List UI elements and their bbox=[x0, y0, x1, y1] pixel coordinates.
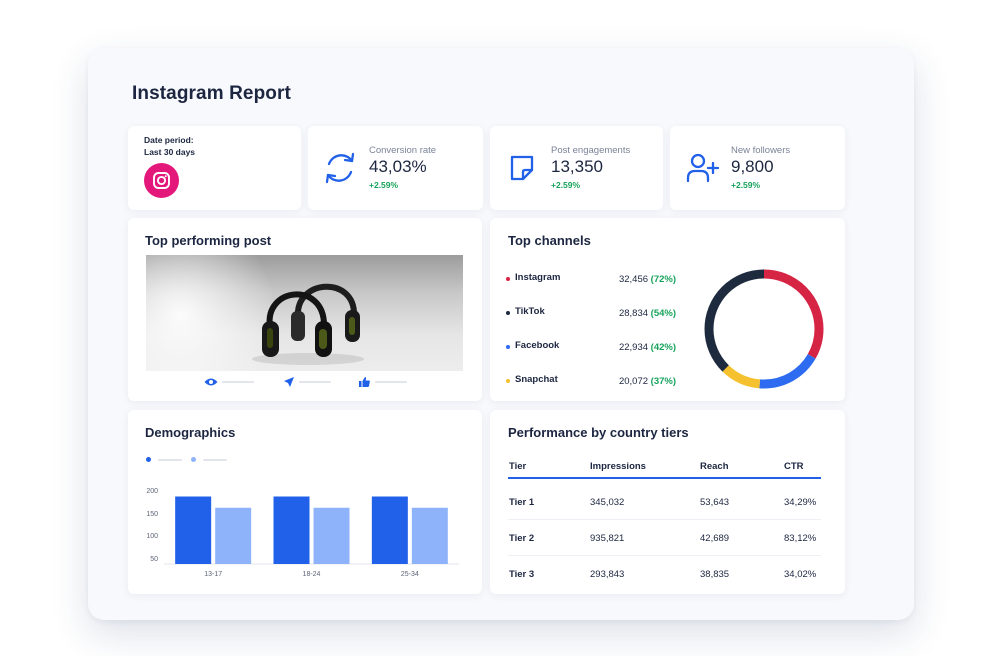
card-title: Performance by country tiers bbox=[508, 425, 689, 440]
channel-name: Instagram bbox=[515, 272, 561, 283]
table-cell: 345,032 bbox=[590, 497, 625, 508]
legend-label-series-2 bbox=[203, 459, 227, 461]
headphones-photo[interactable] bbox=[146, 255, 463, 371]
table-cell: 935,821 bbox=[590, 533, 625, 544]
table-cell: 83,12% bbox=[784, 533, 817, 544]
header-underline bbox=[508, 477, 821, 479]
bar-13-17-series-1[interactable] bbox=[175, 496, 212, 565]
channel-value: 28,834 (54%) bbox=[618, 308, 676, 319]
table-cell: 53,643 bbox=[700, 497, 730, 508]
table-cell: 42,689 bbox=[700, 533, 730, 544]
column-header-impressions[interactable]: Impressions bbox=[590, 461, 646, 472]
channel-name: Facebook bbox=[515, 340, 560, 351]
kpi-delta: +2.59% bbox=[551, 180, 581, 190]
bar-25-34-series-2[interactable] bbox=[411, 507, 448, 564]
sticky-note-icon bbox=[504, 150, 540, 186]
column-header-reach[interactable]: Reach bbox=[700, 461, 729, 472]
demographics-card: Demographics 200 150 100 50 13-17 18-24 25-34 bbox=[128, 410, 482, 594]
y-tick-label: 100 bbox=[146, 533, 158, 540]
add-user-icon bbox=[684, 150, 720, 186]
legend-dot-series-2 bbox=[191, 457, 196, 462]
bar-18-24-series-1[interactable] bbox=[273, 496, 310, 565]
top-post-card: Top performing post bbox=[128, 218, 482, 401]
table-cell: 34,02% bbox=[784, 569, 817, 580]
demographics-bar-chart: 200 150 100 50 13-17 18-24 25-34 bbox=[144, 486, 464, 584]
table-cell: Tier 3 bbox=[509, 569, 535, 580]
date-period-value: Last 30 days bbox=[144, 147, 196, 157]
tiktok-dot-icon bbox=[506, 311, 510, 315]
channel-row: Snapchat 20,072 (37%) bbox=[506, 374, 676, 390]
donut-segment-facebook bbox=[704, 269, 824, 389]
x-tick-label: 25-34 bbox=[400, 571, 419, 578]
bar-25-34-series-1[interactable] bbox=[371, 496, 408, 565]
instagram-dot-icon bbox=[506, 277, 510, 281]
page-title: Instagram Report bbox=[132, 83, 291, 104]
country-tiers-card: Performance by country tiers Tier Impres… bbox=[490, 410, 845, 594]
card-title: Demographics bbox=[145, 425, 236, 440]
instagram-icon bbox=[144, 163, 179, 198]
kpi-label: New followers bbox=[731, 145, 791, 156]
channels-donut-chart bbox=[704, 269, 824, 389]
kpi-value: 43,03% bbox=[369, 157, 427, 176]
bar-13-17-series-2[interactable] bbox=[215, 507, 252, 564]
kpi-label: Conversion rate bbox=[369, 145, 437, 156]
table-cell: 34,29% bbox=[784, 497, 817, 508]
table-cell: Tier 2 bbox=[509, 533, 535, 544]
column-header-tier[interactable]: Tier bbox=[509, 461, 527, 472]
card-title: Top performing post bbox=[145, 233, 272, 248]
kpi-delta: +2.59% bbox=[369, 180, 399, 190]
y-tick-label: 50 bbox=[150, 555, 158, 563]
kpi-card-new-followers: New followers 9,800 +2.59% bbox=[670, 126, 845, 210]
kpi-value: 9,800 bbox=[731, 157, 774, 176]
refresh-icon bbox=[322, 150, 358, 186]
eye-icon bbox=[204, 375, 218, 387]
channel-name: TikTok bbox=[515, 306, 545, 317]
channel-name: Snapchat bbox=[515, 374, 558, 385]
facebook-dot-icon bbox=[506, 345, 510, 349]
thumbs-up-icon bbox=[358, 375, 372, 387]
bar-18-24-series-2[interactable] bbox=[313, 507, 350, 564]
column-header-ctr[interactable]: CTR bbox=[784, 461, 804, 472]
legend-label-series-1 bbox=[158, 459, 182, 461]
y-tick-label: 150 bbox=[146, 510, 158, 518]
y-tick-label: 200 bbox=[146, 488, 158, 495]
date-period-card: Date period: Last 30 days bbox=[128, 126, 301, 210]
legend-dot-series-1 bbox=[146, 457, 151, 462]
top-channels-card: Top channels Instagram 32,456 (72%) TikT… bbox=[490, 218, 845, 401]
x-tick-label: 18-24 bbox=[302, 571, 321, 578]
channel-value: 20,072 (37%) bbox=[618, 376, 676, 387]
channel-row: Facebook 22,934 (42%) bbox=[506, 340, 676, 356]
x-tick-label: 13-17 bbox=[204, 571, 223, 578]
table-cell: 293,843 bbox=[590, 569, 625, 580]
kpi-card-post-engagements: Post engagements 13,350 +2.59% bbox=[490, 126, 663, 210]
date-period-label: Date period: bbox=[144, 135, 194, 145]
table-cell: 38,835 bbox=[700, 569, 730, 580]
snapchat-dot-icon bbox=[506, 379, 510, 383]
channel-row: Instagram 32,456 (72%) bbox=[506, 272, 676, 288]
send-icon bbox=[282, 375, 296, 387]
kpi-delta: +2.59% bbox=[731, 180, 761, 190]
card-title: Top channels bbox=[508, 233, 591, 248]
table-cell: Tier 1 bbox=[509, 497, 535, 508]
kpi-label: Post engagements bbox=[551, 145, 631, 156]
donut-segment-tiktok bbox=[704, 269, 824, 389]
kpi-value: 13,350 bbox=[551, 157, 603, 176]
channel-value: 22,934 (42%) bbox=[618, 342, 676, 353]
channel-row: TikTok 28,834 (54%) bbox=[506, 306, 676, 322]
kpi-card-conversion-rate: Conversion rate 43,03% +2.59% bbox=[308, 126, 483, 210]
channel-value: 32,456 (72%) bbox=[618, 274, 676, 285]
